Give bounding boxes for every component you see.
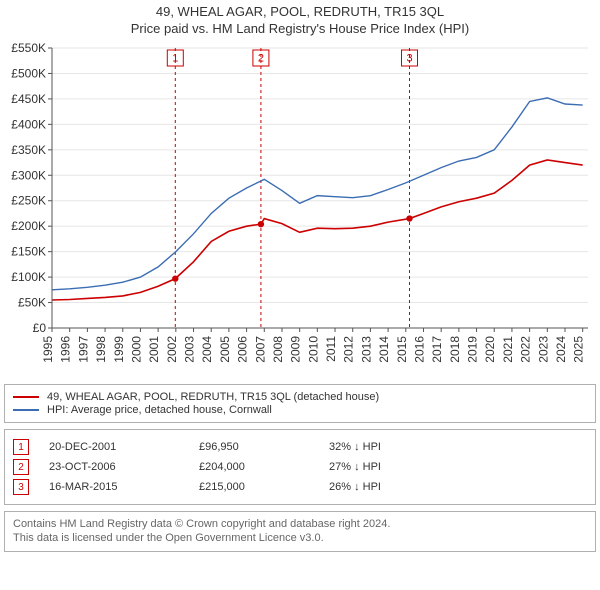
legend-item: 49, WHEAL AGAR, POOL, REDRUTH, TR15 3QL … xyxy=(13,391,587,403)
license-line2: This data is licensed under the Open Gov… xyxy=(13,531,587,545)
svg-text:2007: 2007 xyxy=(253,336,267,363)
svg-text:2020: 2020 xyxy=(483,336,497,363)
svg-text:2025: 2025 xyxy=(572,336,586,363)
svg-text:2016: 2016 xyxy=(412,336,426,363)
legend-item: HPI: Average price, detached house, Corn… xyxy=(13,404,587,416)
chart-title-address: 49, WHEAL AGAR, POOL, REDRUTH, TR15 3QL xyxy=(4,4,596,19)
sale-price: £204,000 xyxy=(199,461,329,473)
svg-text:£550K: £550K xyxy=(11,41,46,55)
svg-text:2019: 2019 xyxy=(466,336,480,363)
svg-text:£0: £0 xyxy=(33,321,47,335)
svg-text:1999: 1999 xyxy=(112,336,126,363)
svg-text:2: 2 xyxy=(258,52,264,64)
svg-text:2006: 2006 xyxy=(236,336,250,363)
svg-text:2013: 2013 xyxy=(359,336,373,363)
svg-text:£500K: £500K xyxy=(11,66,46,80)
svg-text:2003: 2003 xyxy=(183,336,197,363)
svg-text:1995: 1995 xyxy=(41,336,55,363)
svg-text:2012: 2012 xyxy=(342,336,356,363)
svg-text:2024: 2024 xyxy=(554,336,568,363)
svg-text:1: 1 xyxy=(172,52,178,64)
license-note: Contains HM Land Registry data © Crown c… xyxy=(4,511,596,552)
sale-marker: 1 xyxy=(13,439,29,455)
svg-text:2004: 2004 xyxy=(200,336,214,363)
chart-title-block: 49, WHEAL AGAR, POOL, REDRUTH, TR15 3QL … xyxy=(4,4,596,36)
svg-text:2022: 2022 xyxy=(519,336,533,363)
legend-swatch xyxy=(13,409,39,411)
legend-label: HPI: Average price, detached house, Corn… xyxy=(47,404,272,416)
sale-row: 2 23-OCT-2006£204,00027% ↓ HPI xyxy=(13,459,587,475)
sale-delta: 27% ↓ HPI xyxy=(329,461,587,473)
svg-text:2023: 2023 xyxy=(536,336,550,363)
sale-row: 3 16-MAR-2015£215,00026% ↓ HPI xyxy=(13,479,587,495)
legend-swatch xyxy=(13,396,39,398)
price-chart-svg: 1 2 3 £0 £50K £100K £150K £200K £250K £300K £350K £… xyxy=(4,38,596,378)
svg-text:£150K: £150K xyxy=(11,245,46,259)
svg-text:2000: 2000 xyxy=(129,336,143,363)
svg-text:£100K: £100K xyxy=(11,270,46,284)
svg-text:2017: 2017 xyxy=(430,336,444,363)
legend-box: 49, WHEAL AGAR, POOL, REDRUTH, TR15 3QL … xyxy=(4,384,596,423)
sale-price: £215,000 xyxy=(199,481,329,493)
sale-delta: 26% ↓ HPI xyxy=(329,481,587,493)
sale-marker: 2 xyxy=(13,459,29,475)
sale-date: 16-MAR-2015 xyxy=(49,481,199,493)
license-line1: Contains HM Land Registry data © Crown c… xyxy=(13,517,587,531)
svg-text:2021: 2021 xyxy=(501,336,515,363)
svg-text:2018: 2018 xyxy=(448,336,462,363)
sale-marker: 3 xyxy=(13,479,29,495)
chart-area: 1 2 3 £0 £50K £100K £150K £200K £250K £300K £350K £… xyxy=(4,38,596,378)
svg-text:£50K: £50K xyxy=(18,296,46,310)
sale-price: £96,950 xyxy=(199,441,329,453)
sale-date: 23-OCT-2006 xyxy=(49,461,199,473)
svg-text:2001: 2001 xyxy=(147,336,161,363)
svg-text:1996: 1996 xyxy=(59,336,73,363)
svg-text:2009: 2009 xyxy=(289,336,303,363)
svg-text:£350K: £350K xyxy=(11,143,46,157)
svg-text:£300K: £300K xyxy=(11,168,46,182)
sale-date: 20-DEC-2001 xyxy=(49,441,199,453)
svg-text:2015: 2015 xyxy=(395,336,409,363)
svg-text:£400K: £400K xyxy=(11,117,46,131)
sales-table: 1 20-DEC-2001£96,95032% ↓ HPI 2 23-OCT-2006… xyxy=(4,429,596,505)
svg-text:1998: 1998 xyxy=(94,336,108,363)
svg-text:£250K: £250K xyxy=(11,194,46,208)
sale-delta: 32% ↓ HPI xyxy=(329,441,587,453)
svg-text:2014: 2014 xyxy=(377,336,391,363)
svg-text:2008: 2008 xyxy=(271,336,285,363)
svg-text:2010: 2010 xyxy=(306,336,320,363)
svg-text:£200K: £200K xyxy=(11,219,46,233)
svg-text:2011: 2011 xyxy=(324,336,338,362)
svg-text:2002: 2002 xyxy=(165,336,179,363)
sale-row: 1 20-DEC-2001£96,95032% ↓ HPI xyxy=(13,439,587,455)
svg-text:1997: 1997 xyxy=(76,336,90,363)
chart-title-subtitle: Price paid vs. HM Land Registry's House … xyxy=(4,21,596,36)
svg-text:3: 3 xyxy=(406,52,412,64)
svg-text:2005: 2005 xyxy=(218,336,232,363)
legend-label: 49, WHEAL AGAR, POOL, REDRUTH, TR15 3QL … xyxy=(47,391,379,403)
svg-text:£450K: £450K xyxy=(11,92,46,106)
